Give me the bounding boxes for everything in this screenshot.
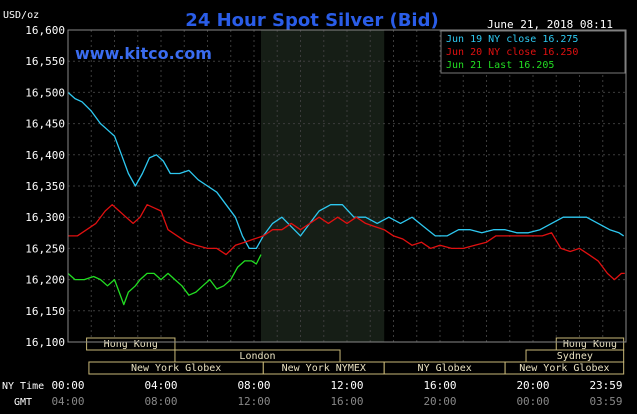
session-mid-label: Sydney [557, 351, 593, 362]
session-top-box [86, 337, 176, 351]
y-tick-label: 16,550 [25, 55, 65, 68]
x-tick-label-gmt: 16:00 [330, 395, 363, 408]
x-tick-label-gmt: 20:00 [423, 395, 456, 408]
x-tick-label-gmt: 00:00 [516, 395, 549, 408]
gmt-row-label: GMT [14, 397, 32, 408]
x-tick-label-ny: 20:00 [516, 379, 549, 392]
session-bottom-label: NY Globex [418, 363, 472, 374]
y-tick-label: 16,400 [25, 149, 65, 162]
x-tick-label-gmt: 08:00 [144, 395, 177, 408]
watermark: www.kitco.com [75, 44, 212, 63]
series-line-0 [67, 91, 625, 250]
session-top-label: Hong Kong [563, 339, 617, 350]
series-line-2 [67, 254, 262, 306]
session-bottom-label: New York Globex [519, 363, 609, 374]
legend: Jun 19 NY close 16.275 Jun 20 NY close 1… [440, 30, 626, 74]
y-tick-label: 16,350 [25, 180, 65, 193]
y-tick-label: 16,300 [25, 211, 65, 224]
series-line-1 [68, 204, 625, 281]
x-tick-label-ny: 23:59 [589, 379, 622, 392]
chart-timestamp: June 21, 2018 08:11 [487, 18, 613, 31]
price-lines [67, 91, 625, 306]
y-tick-label: 16,100 [25, 336, 65, 349]
legend-item-jun21: Jun 21 Last 16.205 [446, 60, 554, 71]
session-bottom-label: New York Globex [131, 363, 221, 374]
y-tick-label: 16,200 [25, 274, 65, 287]
y-axis-label: USD/oz [3, 10, 39, 21]
x-tick-label-gmt: 12:00 [237, 395, 270, 408]
session-bottom-label: New York NYMEX [282, 363, 366, 374]
y-tick-label: 16,450 [25, 118, 65, 131]
plot-frame [67, 29, 627, 343]
y-tick-label: 16,250 [25, 242, 65, 255]
session-bottom-box [504, 361, 625, 375]
legend-item-jun20: Jun 20 NY close 16.250 [446, 47, 578, 58]
chart-title: 24 Hour Spot Silver (Bid) [185, 10, 438, 31]
ny-time-row-label: NY Time [2, 381, 44, 392]
x-tick-label-ny: 08:00 [237, 379, 270, 392]
x-tick-label-ny: 16:00 [423, 379, 456, 392]
x-tick-label-gmt: 04:00 [51, 395, 84, 408]
session-mid-label: London [239, 351, 275, 362]
y-tick-label: 16,600 [25, 24, 65, 37]
x-tick-label-ny: 04:00 [144, 379, 177, 392]
y-tick-label: 16,150 [25, 305, 65, 318]
x-tick-label-ny: 12:00 [330, 379, 363, 392]
legend-item-jun19: Jun 19 NY close 16.275 [446, 34, 578, 45]
y-tick-label: 16,500 [25, 86, 65, 99]
axes: 16,600 16,550 16,500 16,450 16,400 16,350 16,3… [25, 24, 627, 408]
session-top-label: Hong Kong [104, 339, 158, 350]
x-tick-label-gmt: 03:59 [589, 395, 622, 408]
x-tick-label-ny: 00:00 [51, 379, 84, 392]
